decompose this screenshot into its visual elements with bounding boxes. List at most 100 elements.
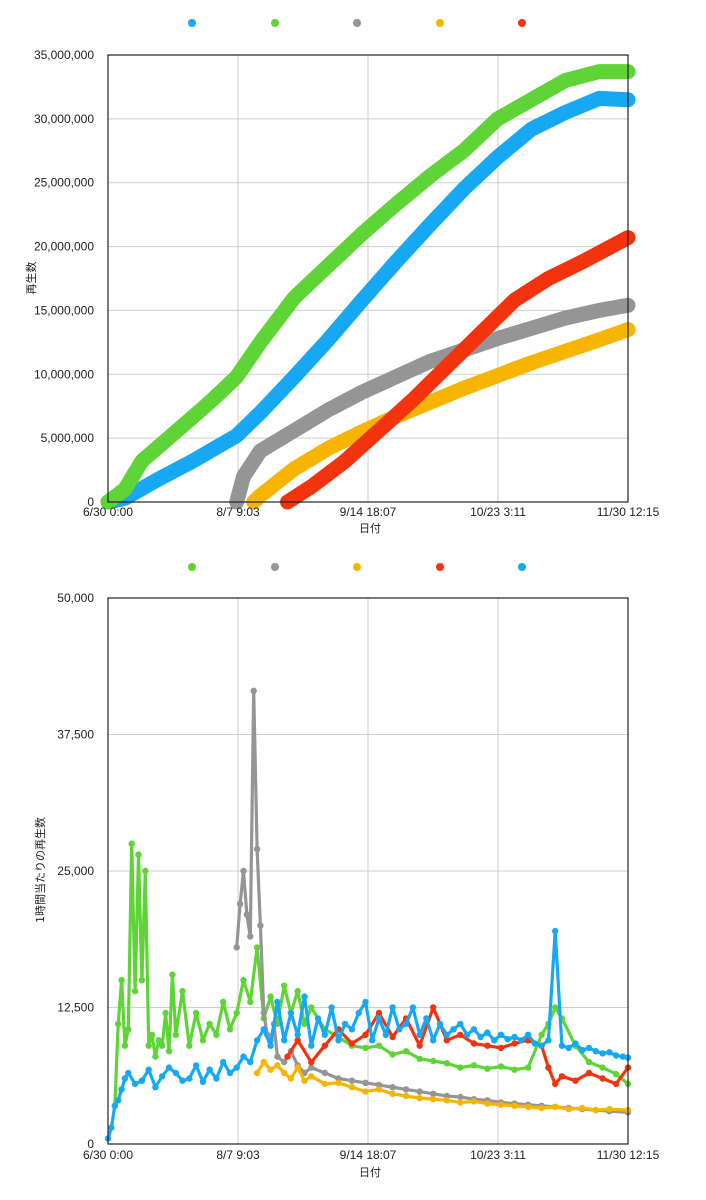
data-point-gray (243, 911, 251, 918)
data-point-green (430, 1057, 437, 1065)
series-line-red (280, 230, 636, 510)
y-tick-label: 20,000,000 (34, 240, 94, 254)
data-point-blue (552, 927, 559, 935)
data-point-red (470, 1040, 478, 1047)
data-point-orange (362, 1088, 369, 1095)
y-tick-label: 12,500 (57, 1001, 94, 1015)
data-point-blue (341, 1020, 349, 1028)
data-point-green (162, 1009, 169, 1017)
data-point-blue (294, 1031, 301, 1038)
data-point-green (375, 1042, 383, 1049)
data-point-green (186, 1042, 193, 1049)
data-point-blue (226, 1069, 234, 1077)
x-tick-label: 11/30 12:15 (597, 1148, 660, 1162)
data-point-blue (592, 1048, 599, 1055)
data-point-blue (362, 998, 369, 1006)
data-point-blue (206, 1066, 213, 1073)
x-tick-label: 11/30 12:15 (597, 505, 660, 519)
y-tick-label: 30,000,000 (34, 112, 94, 126)
y-tick-label: 37,500 (57, 728, 94, 742)
data-point-gray (402, 1086, 410, 1093)
data-point-orange (606, 1105, 613, 1113)
data-point-blue (274, 998, 281, 1006)
data-point-green (416, 1055, 423, 1062)
y-tick-label: 35,000,000 (34, 48, 94, 62)
data-point-green (240, 977, 247, 984)
data-point-red (585, 1069, 593, 1077)
gridlines (108, 55, 628, 502)
data-point-gray (236, 900, 244, 907)
data-point-green (220, 998, 227, 1006)
data-point-green (470, 1062, 478, 1069)
data-point-blue (477, 1033, 484, 1041)
data-point-blue (247, 1058, 254, 1066)
data-point-blue (348, 1026, 356, 1033)
data-point-orange (511, 1102, 518, 1109)
data-point-blue (220, 1058, 227, 1066)
data-point-green (192, 1009, 200, 1017)
data-point-red (599, 1075, 606, 1082)
data-point-orange (592, 1106, 599, 1114)
data-point-green (142, 867, 149, 875)
data-point-green (389, 1051, 396, 1058)
data-point-orange (497, 1101, 505, 1108)
x-tick-label: 10/23 3:11 (470, 505, 526, 519)
data-point-green (155, 1037, 162, 1044)
data-point-blue (409, 1004, 417, 1011)
data-point-blue (115, 1097, 122, 1104)
data-point-green (538, 1031, 545, 1038)
data-point-green (524, 1064, 532, 1071)
data-point-orange (484, 1100, 491, 1107)
data-point-red (558, 1073, 566, 1080)
y-axis-ticks: 0 12,500 25,000 37,500 50,000 (57, 591, 94, 1151)
data-point-blue (355, 1009, 362, 1017)
data-point-green (115, 1020, 122, 1028)
data-point-blue (159, 1073, 166, 1080)
y-tick-label: 25,000 (57, 864, 94, 878)
data-point-blue (585, 1044, 593, 1052)
data-point-gray (389, 1084, 396, 1091)
data-point-green (125, 1026, 132, 1033)
data-point-gray (457, 1093, 464, 1101)
data-point-blue (260, 1026, 267, 1033)
data-point-orange (348, 1084, 356, 1091)
data-point-blue (382, 1031, 389, 1038)
legend-marker-orange (353, 563, 361, 571)
data-point-blue (301, 993, 308, 1000)
data-point-orange (552, 1103, 559, 1111)
data-point-blue (240, 1053, 247, 1060)
data-point-orange (321, 1080, 328, 1088)
data-point-orange (308, 1073, 315, 1080)
legend-marker-red (518, 19, 526, 27)
data-point-green (131, 987, 139, 995)
data-point-blue (565, 1044, 572, 1052)
data-point-green (148, 1031, 156, 1038)
data-point-blue (233, 1064, 240, 1071)
legend-marker-red (436, 563, 444, 571)
plot-frame (107, 597, 629, 1145)
data-point-green (165, 1048, 173, 1055)
data-point-orange (402, 1092, 410, 1100)
data-point-gray (362, 1079, 369, 1086)
x-axis-ticks: 6/30 0:00 8/7 9:03 9/14 18:07 10/23 3:11 11/… (83, 505, 660, 519)
data-point-red (497, 1044, 505, 1052)
data-point-gray (416, 1088, 423, 1095)
plot-frame (107, 54, 629, 503)
data-point-red (308, 1058, 315, 1066)
data-point-blue (396, 1026, 403, 1033)
y-axis-label: 1時間当たりの再生数 (33, 817, 47, 923)
data-point-green (213, 1031, 220, 1038)
data-point-green (294, 987, 301, 995)
data-point-green (159, 1042, 166, 1049)
data-point-red (484, 1042, 491, 1049)
data-point-blue (606, 1049, 613, 1056)
y-tick-label: 0 (87, 495, 94, 509)
data-point-blue (423, 1015, 430, 1022)
data-point-red (612, 1080, 620, 1088)
series-line-blue (100, 90, 636, 510)
data-point-orange (457, 1099, 464, 1106)
data-point-green (172, 1031, 179, 1038)
data-point-gray (348, 1077, 356, 1084)
legend-marker-gray (353, 19, 361, 27)
data-point-green (135, 851, 142, 858)
